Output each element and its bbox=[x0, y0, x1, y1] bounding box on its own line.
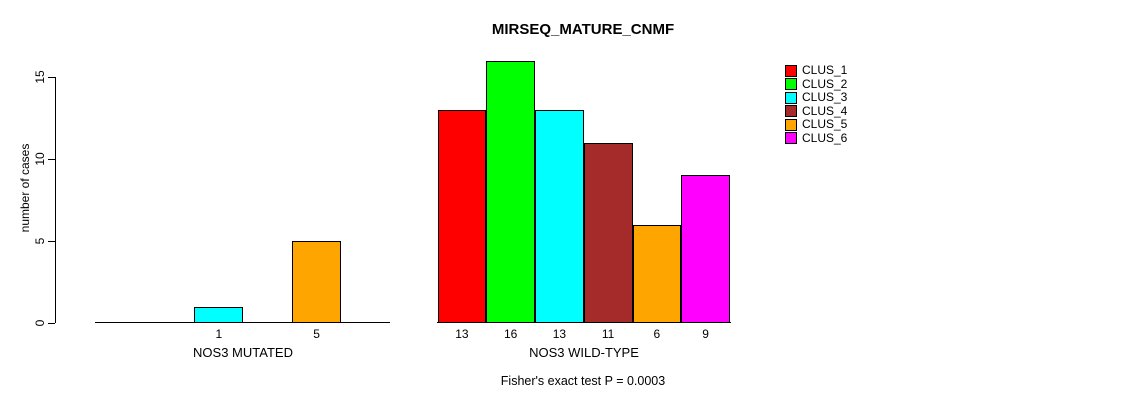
legend-swatch-icon bbox=[785, 105, 797, 117]
legend-swatch-icon bbox=[785, 91, 797, 104]
legend-swatch-icon bbox=[785, 132, 797, 144]
legend: CLUS_1 CLUS_2 CLUS_3 CLUS_4 CLUS_5 CLUS_6 bbox=[785, 64, 847, 145]
bar-value-label: 13 bbox=[455, 327, 469, 341]
bar-clus_4 bbox=[583, 142, 633, 323]
legend-label: CLUS_4 bbox=[802, 103, 848, 118]
bar-value-label: 9 bbox=[702, 327, 709, 341]
group-label-nos3-mutated: NOS3 MUTATED bbox=[193, 345, 293, 360]
bar-clus_5 bbox=[292, 241, 342, 323]
legend-row: CLUS_1 bbox=[785, 64, 847, 77]
bar-value-label: 1 bbox=[215, 327, 223, 341]
legend-row: CLUS_2 bbox=[785, 76, 848, 91]
y-axis-tick bbox=[48, 322, 55, 324]
legend-row: CLUS_4 bbox=[785, 103, 848, 118]
y-axis-tick bbox=[48, 76, 55, 78]
legend-swatch-icon bbox=[785, 118, 797, 131]
chart-title: MIRSEQ_MATURE_CNMF bbox=[491, 21, 675, 38]
legend-swatch-icon bbox=[785, 78, 797, 90]
y-axis-tick-label: 10 bbox=[33, 152, 47, 166]
bar-value-label: 13 bbox=[552, 327, 567, 341]
y-axis-line bbox=[55, 77, 56, 323]
bar-clus_6 bbox=[681, 175, 730, 323]
bar-clus_1 bbox=[437, 109, 487, 323]
bar-clus_5 bbox=[632, 224, 682, 323]
legend-label: CLUS_3 bbox=[802, 90, 848, 104]
legend-swatch-icon bbox=[785, 64, 797, 77]
fisher-test-annotation: Fisher's exact test P = 0.0003 bbox=[500, 374, 666, 388]
group-label-nos3-wild-type: NOS3 WILD-TYPE bbox=[529, 345, 639, 360]
bar-value-label: 16 bbox=[503, 327, 518, 341]
legend-label: CLUS_6 bbox=[802, 130, 848, 145]
bar-value-label: 11 bbox=[601, 327, 615, 341]
bar-value-label: 5 bbox=[313, 327, 320, 341]
legend-row: CLUS_3 bbox=[785, 91, 847, 104]
y-axis-tick-label: 5 bbox=[33, 237, 47, 245]
legend-row: CLUS_5 bbox=[785, 118, 847, 131]
y-axis-tick-label: 15 bbox=[33, 70, 47, 84]
legend-row: CLUS_6 bbox=[785, 130, 848, 145]
legend-label: CLUS_2 bbox=[802, 76, 848, 91]
y-axis-tick bbox=[48, 240, 55, 242]
y-axis-label: number of cases bbox=[18, 143, 32, 233]
bar-clus_2 bbox=[486, 60, 535, 323]
y-axis-tick-label: 0 bbox=[33, 319, 47, 327]
bar-value-label: 6 bbox=[653, 327, 661, 341]
legend-label: CLUS_1 bbox=[802, 63, 848, 77]
y-axis-tick bbox=[48, 158, 55, 160]
legend-label: CLUS_5 bbox=[802, 117, 848, 131]
bar-clus_3 bbox=[194, 306, 244, 323]
bar-clus_3 bbox=[535, 109, 584, 323]
